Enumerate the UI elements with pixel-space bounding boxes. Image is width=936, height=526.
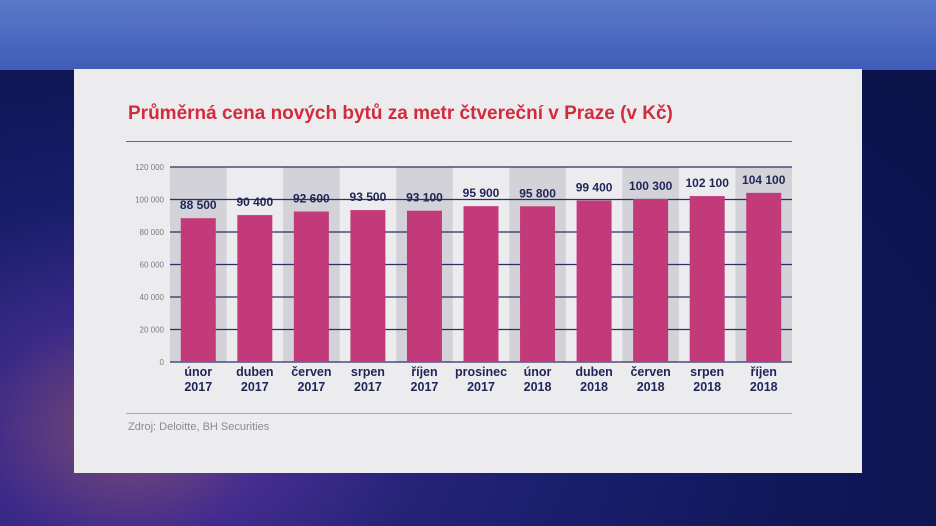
value-label: 95 900 <box>463 186 500 200</box>
bar <box>237 215 273 362</box>
value-label: 95 800 <box>519 186 556 200</box>
x-tick-label: duben <box>575 365 613 379</box>
value-label: 88 500 <box>180 198 217 212</box>
x-tick-label: 2017 <box>297 380 325 394</box>
y-tick-label: 60 000 <box>140 261 165 270</box>
x-tick-label: 2018 <box>637 380 665 394</box>
chart-panel: Průměrná cena nových bytů za metr čtvere… <box>74 69 862 473</box>
x-tick-label: srpen <box>351 365 385 379</box>
value-label: 104 100 <box>742 173 786 187</box>
y-tick-label: 40 000 <box>140 293 165 302</box>
bar <box>350 210 386 362</box>
bar <box>689 196 725 362</box>
x-tick-label: 2017 <box>467 380 495 394</box>
bar <box>293 211 329 362</box>
value-label: 90 400 <box>236 195 273 209</box>
value-label: 93 100 <box>406 191 443 205</box>
value-label: 92 600 <box>293 192 330 206</box>
x-tick-label: červen <box>630 365 670 379</box>
x-tick-label: únor <box>524 365 552 379</box>
source-divider <box>126 413 792 414</box>
y-tick-label: 100 000 <box>135 196 164 205</box>
y-tick-label: 120 000 <box>135 163 164 172</box>
y-tick-label: 0 <box>160 358 165 367</box>
y-tick-label: 20 000 <box>140 326 165 335</box>
bar <box>746 192 782 362</box>
value-label: 100 300 <box>629 179 673 193</box>
source-note: Zdroj: Deloitte, BH Securities <box>128 421 270 433</box>
x-tick-label: 2018 <box>524 380 552 394</box>
background-top <box>0 0 936 70</box>
x-tick-label: 2017 <box>241 380 269 394</box>
value-label: 102 100 <box>685 176 729 190</box>
value-label: 93 500 <box>350 190 387 204</box>
x-tick-label: říjen <box>751 365 777 379</box>
x-tick-label: říjen <box>411 365 437 379</box>
y-tick-label: 80 000 <box>140 228 165 237</box>
x-tick-label: 2018 <box>693 380 721 394</box>
x-tick-label: srpen <box>690 365 724 379</box>
x-tick-label: prosinec <box>455 365 507 379</box>
title-divider <box>126 141 792 142</box>
x-tick-label: 2018 <box>750 380 778 394</box>
bar <box>576 200 612 362</box>
bar <box>406 210 442 362</box>
chart-title: Průměrná cena nových bytů za metr čtvere… <box>128 103 673 124</box>
x-tick-label: únor <box>184 365 212 379</box>
bar <box>520 206 556 362</box>
bar <box>463 206 499 362</box>
bar-chart: 0 20 000 40 000 60 000 80 000 100 000 120 000 8… <box>135 163 792 394</box>
x-tick-label: 2017 <box>354 380 382 394</box>
x-tick-label: červen <box>291 365 331 379</box>
x-tick-label: 2018 <box>580 380 608 394</box>
bar <box>633 199 669 362</box>
value-label: 99 400 <box>576 180 613 194</box>
x-tick-label: duben <box>236 365 274 379</box>
x-tick-label: 2017 <box>184 380 212 394</box>
x-tick-label: 2017 <box>411 380 439 394</box>
bar <box>180 218 216 362</box>
